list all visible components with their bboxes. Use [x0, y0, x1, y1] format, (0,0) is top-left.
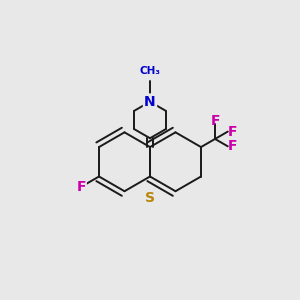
Text: F: F: [77, 180, 86, 194]
Text: F: F: [227, 124, 237, 139]
Text: N: N: [144, 95, 156, 109]
Text: CH₃: CH₃: [140, 66, 160, 76]
Text: S: S: [145, 191, 155, 205]
Text: F: F: [210, 114, 220, 128]
Text: F: F: [227, 139, 237, 153]
